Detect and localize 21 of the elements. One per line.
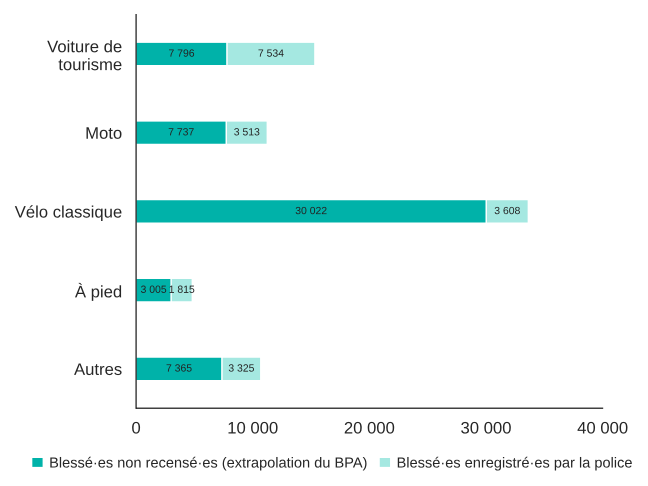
- y-tick-label: Voiture de tourisme: [47, 40, 122, 70]
- data-label: 7 534: [258, 49, 284, 57]
- data-label: 7 365: [166, 364, 192, 372]
- y-tick-label: À pied: [74, 282, 122, 301]
- y-tick-label: Moto: [86, 127, 122, 139]
- data-label: 3 325: [228, 364, 254, 372]
- data-label: 30 022: [296, 206, 327, 214]
- x-tick-label: 10 000: [228, 422, 278, 434]
- x-tick-label: 30 000: [461, 422, 511, 434]
- y-tick-label: Autres: [74, 363, 122, 376]
- data-label: 3 608: [494, 206, 520, 214]
- legend-label: Blessé·es enregistré·es par la police: [398, 456, 632, 471]
- data-label: 7 796: [169, 49, 194, 57]
- data-label: 3 005: [140, 286, 166, 293]
- x-tick-label: 40 000: [578, 422, 628, 434]
- y-tick-label: Vélo classique: [14, 205, 122, 222]
- data-label: 7 737: [168, 128, 194, 136]
- x-tick-label: 0: [132, 422, 140, 434]
- legend-label: Blessé·es non recensé·es (extrapolation du BPA): [50, 456, 367, 471]
- x-tick-label: 20 000: [344, 422, 394, 434]
- data-label: 3 513: [234, 128, 260, 136]
